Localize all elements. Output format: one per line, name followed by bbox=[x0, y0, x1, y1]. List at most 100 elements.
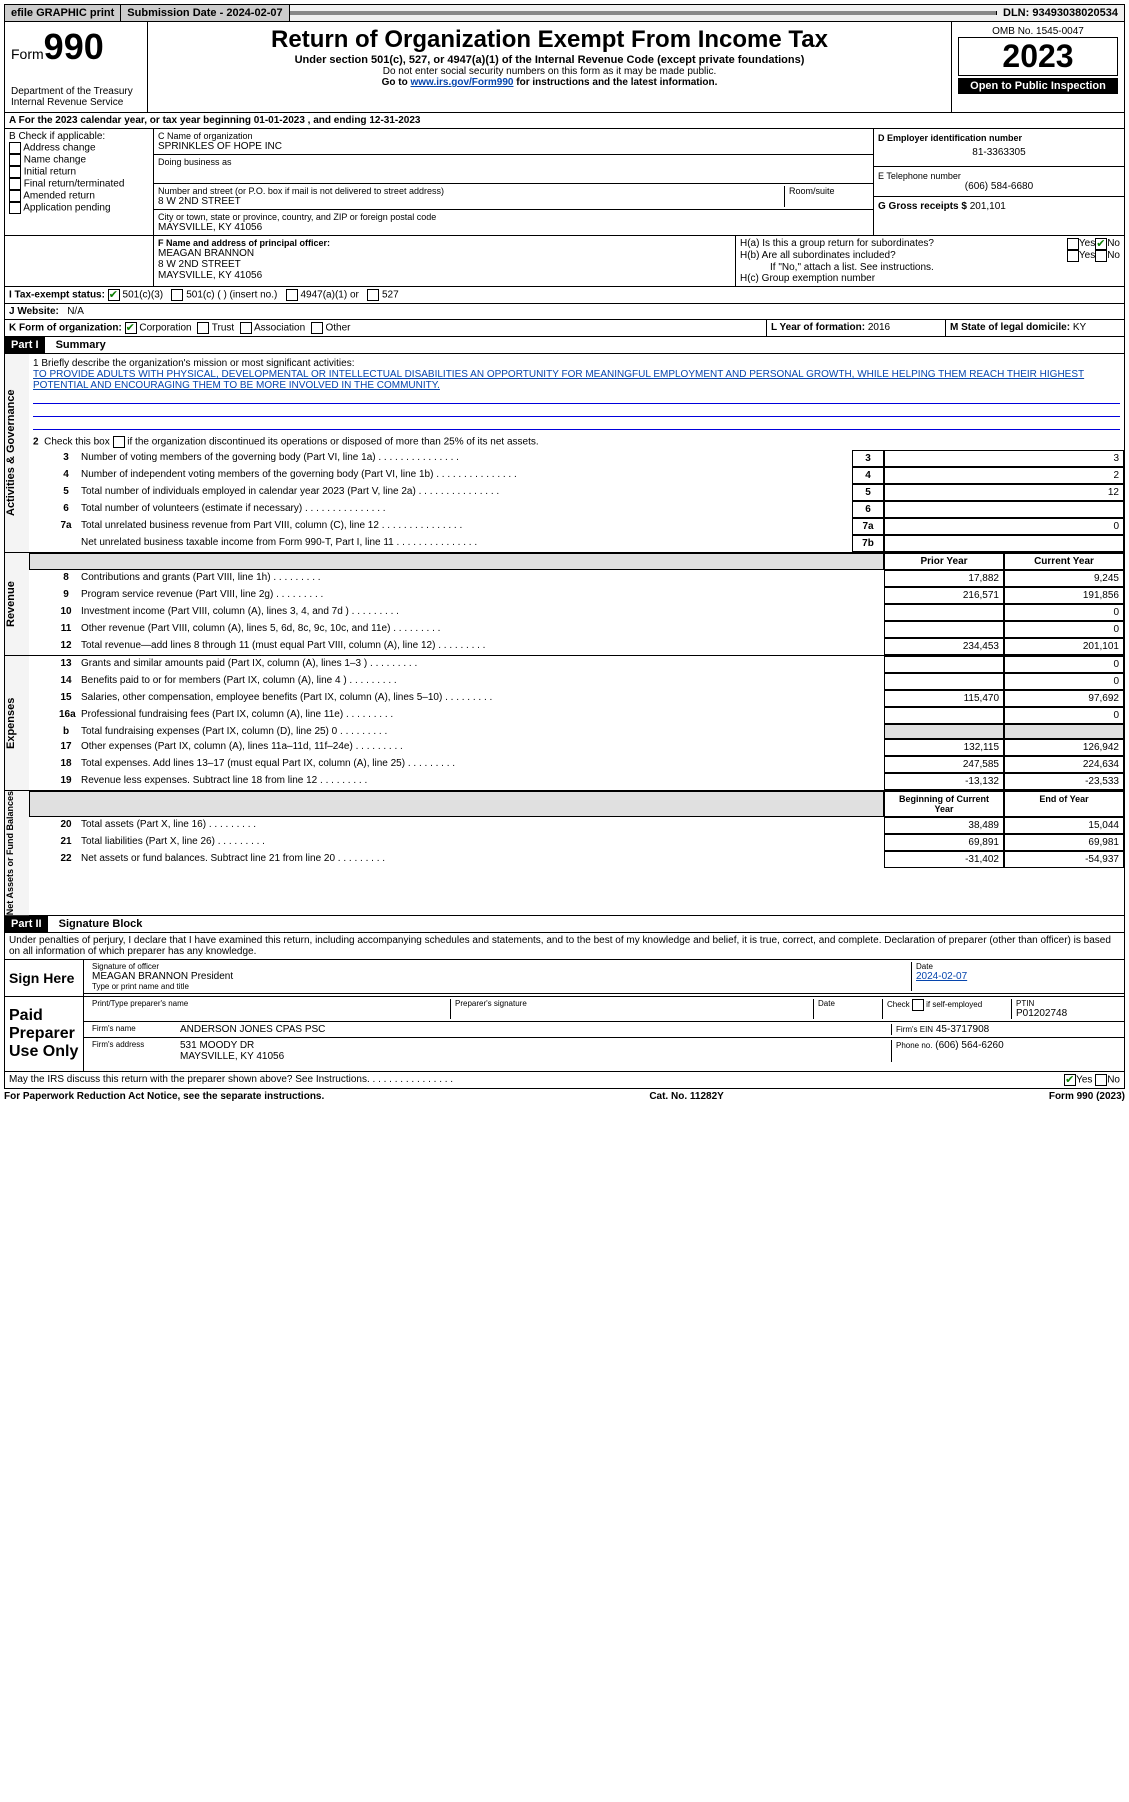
state-domicile: KY bbox=[1073, 322, 1086, 333]
checkbox-hb-no[interactable] bbox=[1095, 250, 1107, 262]
efile-print-button[interactable]: efile GRAPHIC print bbox=[5, 5, 121, 21]
prior-year-hdr: Prior Year bbox=[884, 553, 1004, 570]
current-value: 0 bbox=[1004, 673, 1124, 690]
checkbox-527[interactable] bbox=[367, 289, 379, 301]
checkbox-501c3[interactable] bbox=[108, 289, 120, 301]
money-row-16a: 16a Professional fundraising fees (Part … bbox=[29, 707, 1124, 724]
mission-block: 1 Briefly describe the organization's mi… bbox=[29, 354, 1124, 434]
room-label: Room/suite bbox=[784, 186, 869, 207]
rev-hdr-spacer bbox=[29, 553, 884, 570]
checkbox-self-employed[interactable] bbox=[912, 999, 924, 1011]
boy-hdr: Beginning of Current Year bbox=[884, 791, 1004, 817]
opt-501c3: 501(c)(3) bbox=[123, 290, 164, 301]
money-row-10: 10 Investment income (Part VIII, column … bbox=[29, 604, 1124, 621]
city-label: City or town, state or province, country… bbox=[158, 212, 869, 222]
hc-label: H(c) Group exemption number bbox=[740, 273, 1120, 284]
checkbox-initial-return[interactable] bbox=[9, 166, 21, 178]
b-item-5: Application pending bbox=[9, 202, 149, 214]
row-text: Total assets (Part X, line 16) bbox=[77, 817, 884, 834]
checkbox-ha-yes[interactable] bbox=[1067, 238, 1079, 250]
row-text: Number of voting members of the governin… bbox=[77, 450, 852, 467]
prior-value: -13,132 bbox=[884, 773, 1004, 790]
j-label: J Website: bbox=[9, 306, 59, 317]
opt-other: Other bbox=[325, 323, 350, 334]
ptin-label: PTIN bbox=[1016, 999, 1116, 1008]
row-code: 7b bbox=[852, 535, 884, 552]
checkbox-ha-no[interactable] bbox=[1095, 238, 1107, 250]
checkbox-address-change[interactable] bbox=[9, 142, 21, 154]
row-text: Number of independent voting members of … bbox=[77, 467, 852, 484]
col-f-spacer bbox=[5, 236, 154, 286]
row-code: 7a bbox=[852, 518, 884, 535]
irs-link[interactable]: www.irs.gov/Form990 bbox=[410, 77, 513, 88]
section-fh: F Name and address of principal officer:… bbox=[4, 236, 1125, 287]
net-hdr-spacer bbox=[29, 791, 884, 817]
money-row-12: 12 Total revenue—add lines 8 through 11 … bbox=[29, 638, 1124, 655]
row-text: Program service revenue (Part VIII, line… bbox=[77, 587, 884, 604]
line2-text: Check this box bbox=[44, 437, 110, 448]
row-text: Net assets or fund balances. Subtract li… bbox=[77, 851, 884, 868]
gross-value: 201,101 bbox=[970, 201, 1006, 212]
phone-label: E Telephone number bbox=[878, 171, 1120, 181]
opt-trust: Trust bbox=[212, 323, 234, 334]
row-code: 6 bbox=[852, 501, 884, 518]
mission-text[interactable]: TO PROVIDE ADULTS WITH PHYSICAL, DEVELOP… bbox=[33, 369, 1120, 391]
dept-treasury: Department of the Treasury Internal Reve… bbox=[11, 86, 141, 108]
revenue-block: Revenue Prior Year Current Year 8 Contri… bbox=[4, 553, 1125, 656]
firm-name: ANDERSON JONES CPAS PSC bbox=[176, 1024, 891, 1035]
checkbox-discuss-no[interactable] bbox=[1095, 1074, 1107, 1086]
dln-label: DLN: bbox=[1003, 7, 1032, 19]
row-text: Total number of volunteers (estimate if … bbox=[77, 501, 852, 518]
row-code: 3 bbox=[852, 450, 884, 467]
opt-4947: 4947(a)(1) or bbox=[300, 290, 358, 301]
row-value: 0 bbox=[884, 518, 1124, 535]
checkbox-name-change[interactable] bbox=[9, 154, 21, 166]
row-num: 16a bbox=[55, 707, 77, 724]
checkbox-501c[interactable] bbox=[171, 289, 183, 301]
current-value: -54,937 bbox=[1004, 851, 1124, 868]
money-row-13: 13 Grants and similar amounts paid (Part… bbox=[29, 656, 1124, 673]
prior-value bbox=[884, 656, 1004, 673]
checkbox-amended[interactable] bbox=[9, 190, 21, 202]
officer-addr1: 8 W 2ND STREET bbox=[158, 259, 731, 270]
row-code: 5 bbox=[852, 484, 884, 501]
section-bcdefg: B Check if applicable: Address change Na… bbox=[4, 129, 1125, 236]
b-header: B Check if applicable: bbox=[9, 131, 149, 142]
checkbox-app-pending[interactable] bbox=[9, 202, 21, 214]
form-title: Return of Organization Exempt From Incom… bbox=[154, 26, 945, 54]
row-num bbox=[55, 535, 77, 552]
opt-corp: Corporation bbox=[139, 323, 191, 334]
checkbox-assoc[interactable] bbox=[240, 322, 252, 334]
opt-527: 527 bbox=[382, 290, 399, 301]
sig-officer-label: Signature of officer bbox=[92, 962, 907, 971]
form-header: Form990 Department of the Treasury Inter… bbox=[4, 22, 1125, 113]
row-num: 14 bbox=[55, 673, 77, 690]
row-text: Other revenue (Part VIII, column (A), li… bbox=[77, 621, 884, 638]
line2: 2 Check this box if the organization dis… bbox=[29, 434, 1124, 450]
checkbox-discuss-yes[interactable] bbox=[1064, 1074, 1076, 1086]
checkbox-other[interactable] bbox=[311, 322, 323, 334]
checkbox-trust[interactable] bbox=[197, 322, 209, 334]
officer-addr2: MAYSVILLE, KY 41056 bbox=[158, 270, 731, 281]
ptin-cell: PTINP01202748 bbox=[1011, 999, 1120, 1019]
sig-date-value[interactable]: 2024-02-07 bbox=[916, 971, 1116, 982]
checkbox-discontinued[interactable] bbox=[113, 436, 125, 448]
prior-value: 216,571 bbox=[884, 587, 1004, 604]
gov-row-6: 6 Total number of volunteers (estimate i… bbox=[29, 501, 1124, 518]
checkbox-final-return[interactable] bbox=[9, 178, 21, 190]
vlabel-netassets: Net Assets or Fund Balances bbox=[5, 791, 29, 915]
officer-label: F Name and address of principal officer: bbox=[158, 238, 731, 248]
form-number: Form990 bbox=[11, 26, 141, 68]
col-h: H(a) Is this a group return for subordin… bbox=[736, 236, 1124, 286]
section-j: J Website: N/A bbox=[4, 304, 1125, 320]
checkbox-hb-yes[interactable] bbox=[1067, 250, 1079, 262]
checkbox-4947[interactable] bbox=[286, 289, 298, 301]
prior-value bbox=[884, 673, 1004, 690]
form-year-col: OMB No. 1545-0047 2023 Open to Public In… bbox=[952, 22, 1124, 112]
b-item-4: Amended return bbox=[9, 190, 149, 202]
eoy-hdr: End of Year bbox=[1004, 791, 1124, 817]
money-row-21: 21 Total liabilities (Part X, line 26) 6… bbox=[29, 834, 1124, 851]
row-text: Total fundraising expenses (Part IX, col… bbox=[77, 724, 884, 739]
submission-date-button[interactable]: Submission Date - 2024-02-07 bbox=[121, 5, 289, 21]
checkbox-corp[interactable] bbox=[125, 322, 137, 334]
